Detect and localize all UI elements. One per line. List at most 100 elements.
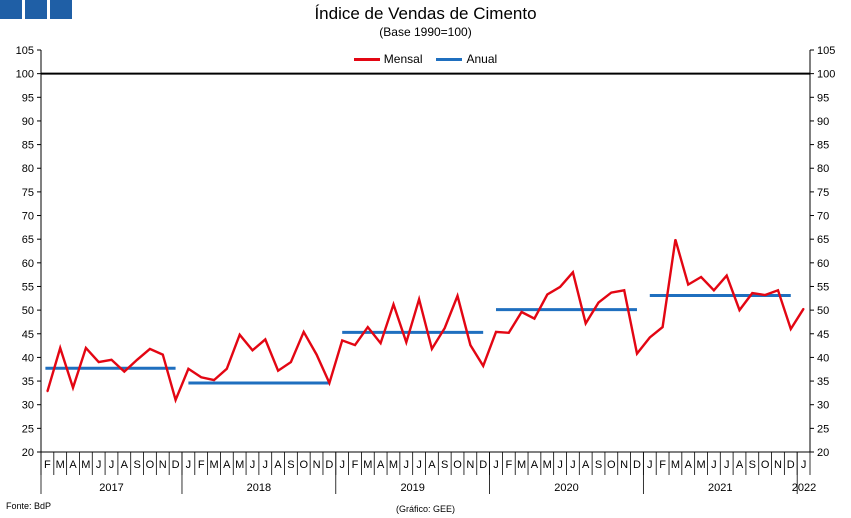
y-tick-label-left: 35 — [22, 376, 34, 388]
month-label: N — [774, 459, 782, 471]
y-tick-label-right: 105 — [817, 45, 835, 57]
month-label: A — [377, 459, 385, 471]
legend-label-mensal: Mensal — [383, 52, 423, 66]
legend-label-anual: Anual — [466, 52, 498, 66]
year-label: 2018 — [247, 482, 271, 494]
month-label: J — [647, 459, 653, 471]
mensal-point — [495, 331, 497, 333]
month-label: M — [209, 459, 218, 471]
year-label: 2017 — [99, 482, 123, 494]
month-label: S — [287, 459, 294, 471]
month-label: A — [121, 459, 129, 471]
month-label: M — [696, 459, 705, 471]
y-tick-label-right: 95 — [817, 92, 829, 104]
y-tick-label-right: 50 — [817, 305, 829, 317]
year-label: 2022 — [792, 482, 816, 494]
chart-subtitle: (Base 1990=100) — [379, 25, 472, 39]
source-note: Fonte: BdP — [6, 501, 52, 511]
legend-swatch-mensal — [353, 57, 380, 61]
month-label: A — [582, 459, 590, 471]
y-tick-label-right: 90 — [817, 116, 829, 128]
y-tick-label-right: 25 — [817, 423, 829, 435]
mensal-point — [136, 358, 138, 361]
mensal-point — [200, 376, 203, 379]
mensal-point — [405, 341, 408, 344]
y-tick-label-right: 30 — [817, 400, 829, 412]
mensal-line — [46, 239, 805, 404]
y-tick-label-left: 105 — [16, 45, 34, 57]
month-label: D — [787, 459, 795, 471]
y-tick-label-right: 85 — [817, 140, 829, 152]
month-label: J — [109, 459, 115, 471]
mensal-point — [341, 339, 343, 342]
mensal-point — [661, 326, 664, 328]
y-tick-label-right: 75 — [817, 187, 829, 199]
legend-item-mensal: Mensal — [353, 52, 423, 66]
month-label: J — [724, 459, 730, 471]
legend-swatch-anual — [436, 57, 463, 61]
month-label: M — [543, 459, 552, 471]
y-tick-label-right: 60 — [817, 258, 829, 270]
mensal-point — [482, 365, 484, 367]
mensal-point — [597, 301, 600, 304]
y-tick-label-left: 25 — [22, 423, 34, 435]
y-tick-label-right: 40 — [817, 352, 829, 364]
month-label: M — [81, 459, 90, 471]
y-tick-label-left: 85 — [22, 140, 34, 152]
mensal-point — [72, 386, 74, 389]
mensal-point — [149, 348, 151, 350]
logo-block — [0, 0, 22, 19]
month-label: J — [416, 459, 422, 471]
mensal-point — [636, 352, 638, 355]
month-label: J — [186, 459, 192, 471]
mensal-point — [226, 367, 228, 370]
month-label: D — [325, 459, 333, 471]
mensal-point — [777, 289, 779, 292]
credit-note: (Gráfico: GEE) — [395, 504, 455, 514]
mensal-point — [456, 295, 459, 297]
month-label: A — [274, 459, 282, 471]
month-label: D — [479, 459, 487, 471]
mensal-point — [85, 347, 87, 349]
mensal-point — [238, 333, 241, 336]
y-tick-label-left: 30 — [22, 400, 34, 412]
mensal-point — [738, 309, 741, 311]
mensal-point — [315, 353, 318, 356]
year-label: 2019 — [400, 482, 424, 494]
mensal-point — [213, 379, 215, 381]
month-label: A — [736, 459, 744, 471]
mensal-point — [674, 238, 677, 241]
month-label: F — [198, 459, 205, 471]
y-tick-label-right: 45 — [817, 329, 829, 341]
mensal-point — [789, 328, 792, 330]
year-label: 2020 — [554, 482, 578, 494]
month-label: J — [557, 459, 563, 471]
y-tick-label-right: 20 — [817, 447, 829, 459]
month-label: S — [441, 459, 448, 471]
mensal-point — [46, 390, 49, 393]
month-label: N — [620, 459, 628, 471]
mensal-point — [97, 361, 100, 363]
mensal-point — [572, 271, 574, 274]
month-label: J — [339, 459, 345, 471]
mensal-point — [648, 336, 651, 339]
mensal-point — [610, 291, 613, 294]
y-tick-label-left: 55 — [22, 281, 34, 293]
y-tick-label-right: 55 — [817, 281, 829, 293]
month-label: N — [159, 459, 167, 471]
month-label: J — [263, 459, 269, 471]
mensal-point — [302, 331, 305, 333]
month-label: M — [389, 459, 398, 471]
y-tick-label-left: 65 — [22, 234, 34, 246]
month-label: S — [595, 459, 602, 471]
mensal-point — [533, 317, 536, 320]
month-label: J — [570, 459, 576, 471]
chart-title: Índice de Vendas de Cimento — [314, 4, 537, 23]
mensal-point — [379, 342, 382, 345]
mensal-point — [687, 283, 690, 286]
month-label: F — [505, 459, 512, 471]
mensal-point — [161, 353, 164, 356]
month-label: A — [69, 459, 77, 471]
mensal-point — [623, 289, 625, 292]
